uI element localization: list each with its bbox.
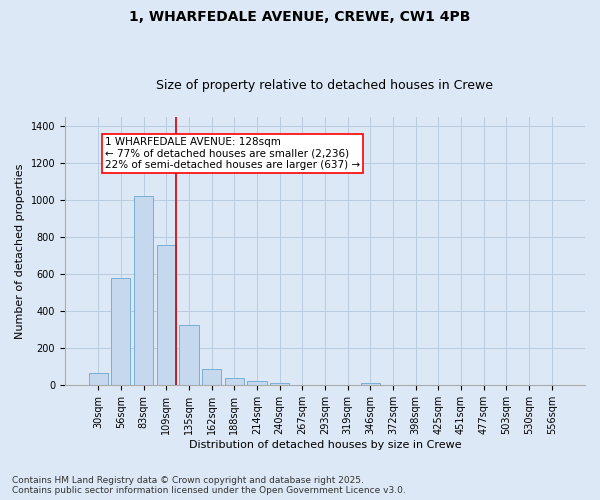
Bar [179, 325, 199, 386]
Bar [202, 368, 221, 386]
Bar [270, 383, 289, 386]
Title: Size of property relative to detached houses in Crewe: Size of property relative to detached ho… [157, 79, 493, 92]
Bar [89, 374, 108, 386]
Bar [247, 382, 266, 386]
X-axis label: Distribution of detached houses by size in Crewe: Distribution of detached houses by size … [188, 440, 461, 450]
Bar [111, 278, 130, 386]
Bar [224, 378, 244, 386]
Text: 1, WHARFEDALE AVENUE, CREWE, CW1 4PB: 1, WHARFEDALE AVENUE, CREWE, CW1 4PB [130, 10, 470, 24]
Text: 1 WHARFEDALE AVENUE: 128sqm
← 77% of detached houses are smaller (2,236)
22% of : 1 WHARFEDALE AVENUE: 128sqm ← 77% of det… [105, 137, 360, 170]
Bar [134, 196, 153, 386]
Text: Contains HM Land Registry data © Crown copyright and database right 2025.
Contai: Contains HM Land Registry data © Crown c… [12, 476, 406, 495]
Bar [157, 244, 176, 386]
Bar [361, 382, 380, 386]
Y-axis label: Number of detached properties: Number of detached properties [15, 164, 25, 339]
